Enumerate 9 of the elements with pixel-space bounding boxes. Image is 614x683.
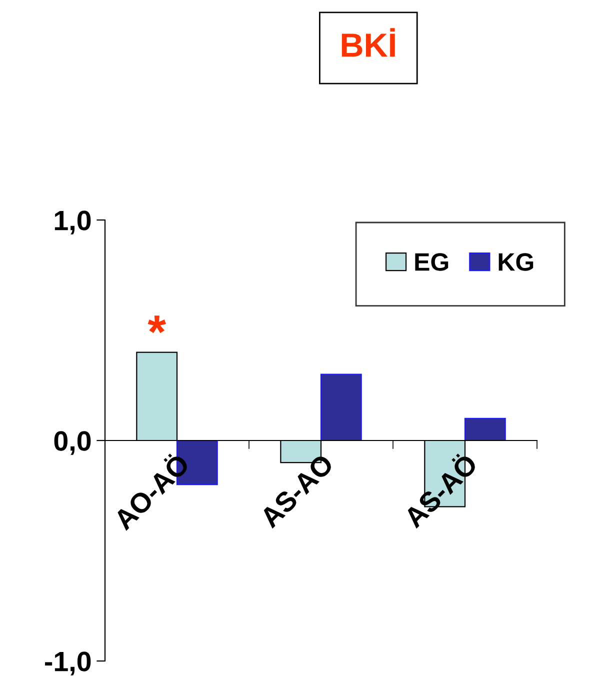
- bar: [464, 418, 506, 442]
- chart-title: BKİ: [342, 28, 395, 57]
- annotation: *: [148, 316, 166, 334]
- legend-label: KG: [498, 253, 534, 271]
- bar: [320, 374, 362, 442]
- y-tick-label: 0,0: [54, 431, 91, 455]
- legend-label: EG: [415, 253, 448, 271]
- y-tick-label: 1,0: [54, 210, 91, 234]
- y-tick-label: -1,0: [45, 652, 91, 676]
